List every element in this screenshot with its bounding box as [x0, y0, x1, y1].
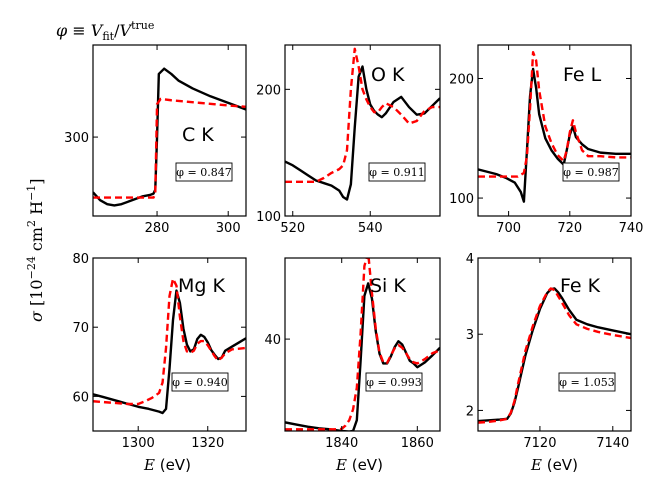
x-label-unit-3: (eV) [542, 456, 578, 474]
x-label-e-2: E [335, 456, 347, 474]
ck-axes-frame [92, 44, 247, 217]
fek-fit-line [478, 287, 631, 424]
fel-ytick-label: 100 [449, 192, 474, 207]
ok-panel-label: O K [371, 64, 405, 86]
mgk-fit-line [93, 277, 246, 406]
sik-ytick-label: 40 [264, 333, 281, 348]
mgk-xtick-label: 1320 [191, 436, 224, 451]
y-label-exp3: −1 [25, 185, 38, 201]
mgk-measured-line [93, 289, 246, 415]
x-axis-label-2: E (eV) [335, 456, 383, 474]
fel-measured-line [478, 67, 631, 203]
fek-ytick-label: 4 [466, 252, 474, 267]
header-v-true: V [120, 21, 133, 40]
mgk-ytick-label: 80 [72, 252, 89, 267]
mgk-panel-label: Mg K [178, 275, 225, 297]
fek-axes-frame [477, 257, 632, 432]
ck-fit-line [93, 97, 246, 199]
fel-axes-frame [477, 44, 632, 217]
fel-fit-line [478, 50, 631, 178]
fek-phi-value: φ = 1.053 [559, 376, 614, 389]
y-label-sigma: σ [27, 310, 46, 322]
ck-phi-box [175, 162, 233, 182]
svg-text:E (eV): E (eV) [530, 456, 578, 474]
fek-ytick-label: 2 [466, 404, 474, 419]
fek-ytick-label: 3 [466, 328, 474, 343]
svg-text:E (eV): E (eV) [143, 456, 191, 474]
sik-fit-line [285, 258, 440, 431]
ok-phi-value: φ = 0.911 [369, 166, 424, 179]
x-axis-label-3: E (eV) [530, 456, 578, 474]
ok-xtick-label: 520 [280, 221, 305, 236]
ck-xtick-label: 280 [145, 221, 170, 236]
sik-phi-value: φ = 0.993 [366, 376, 421, 389]
fek-measured-line [478, 287, 631, 423]
sik-xtick-label: 1860 [401, 436, 434, 451]
header-fit-sub: fit [102, 30, 114, 43]
panel-mgk: 1300 1320 60 70 80 Mg K φ = 0.940 [72, 252, 247, 451]
fel-phi-value: φ = 0.987 [563, 166, 618, 179]
y-axis-label: σ [10−24 cm2 H−1] [25, 178, 46, 322]
panel-fek: 7120 7140 2 3 4 Fe K φ = 1.053 [466, 252, 632, 451]
y-label-bracket-close: ] [27, 178, 46, 184]
fel-xtick-label: 720 [557, 221, 582, 236]
ck-panel-label: C K [182, 124, 214, 146]
panel-ck: 280 300 300 C K φ = 0.847 [64, 44, 247, 236]
header-formula: φ ≡ Vfit/Vtrue [56, 19, 154, 43]
y-label-h: H [27, 201, 46, 220]
ck-measured-line [93, 67, 246, 207]
panel-sik: 1840 1860 40 Si K φ = 0.993 [264, 257, 441, 451]
mgk-axes-frame [92, 257, 247, 432]
ok-ytick-label: 200 [256, 83, 281, 98]
mgk-ytick-label: 70 [72, 321, 89, 336]
ck-phi-value: φ = 0.847 [176, 166, 231, 179]
header-slash: / [114, 21, 120, 40]
mgk-phi-value: φ = 0.940 [172, 376, 227, 389]
ok-phi-box [368, 162, 426, 182]
x-axis-label-1: E (eV) [143, 456, 191, 474]
x-label-e-3: E [530, 456, 542, 474]
fel-ytick-label: 200 [449, 72, 474, 87]
fek-panel-label: Fe K [560, 275, 601, 297]
sik-panel-label: Si K [370, 275, 406, 297]
ok-xtick-label: 540 [358, 221, 383, 236]
ok-fit-line [285, 47, 440, 183]
y-label-exp1: −24 [25, 256, 38, 279]
ck-ytick-label: 300 [64, 131, 89, 146]
x-label-unit-1: (eV) [155, 456, 191, 474]
sik-xtick-label: 1840 [325, 436, 358, 451]
ok-axes-frame [284, 44, 441, 217]
fel-xtick-label: 700 [496, 221, 521, 236]
fel-phi-box [562, 162, 620, 182]
fek-xtick-label: 7120 [523, 436, 556, 451]
ck-xtick-label: 300 [216, 221, 241, 236]
fek-phi-box [558, 372, 616, 392]
header-true-sup: true [131, 19, 154, 32]
y-label-exp2: 2 [25, 220, 38, 227]
fel-xtick-label: 740 [619, 221, 644, 236]
mgk-ytick-label: 60 [72, 390, 89, 405]
fel-panel-label: Fe L [563, 64, 602, 86]
ok-ytick-label: 100 [256, 210, 281, 225]
header-phi: φ [56, 21, 68, 40]
mgk-xtick-label: 1300 [122, 436, 155, 451]
panel-ok: 520 540 100 200 O K φ = 0.911 [256, 44, 441, 236]
panel-fel: 700 720 740 100 200 Fe L φ = 0.987 [449, 44, 644, 236]
sik-measured-line [285, 282, 440, 431]
y-label-cm: cm [27, 227, 46, 256]
sik-axes-frame [284, 257, 441, 432]
svg-text:E (eV): E (eV) [335, 456, 383, 474]
sik-phi-box [365, 372, 423, 392]
y-label-bracket-open: [10 [27, 279, 46, 311]
fek-xtick-label: 7140 [596, 436, 629, 451]
header-equiv: ≡ [67, 21, 91, 40]
header-v-fit: V [91, 21, 104, 40]
mgk-phi-box [171, 372, 229, 392]
x-label-e-1: E [143, 456, 155, 474]
x-label-unit-2: (eV) [347, 456, 383, 474]
